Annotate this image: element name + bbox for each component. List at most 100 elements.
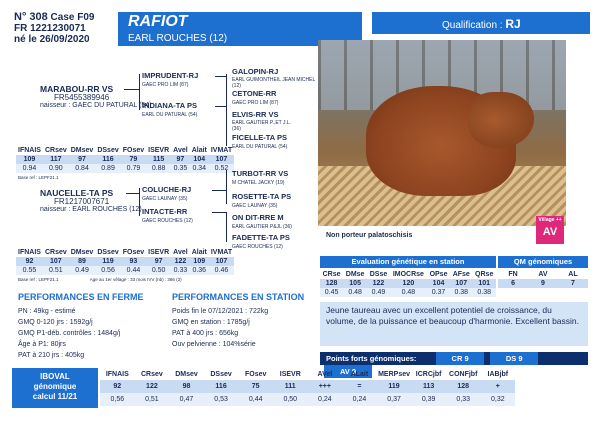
dam-index-value: 107	[42, 257, 69, 266]
iboval-value: 75	[238, 380, 273, 393]
dsd-block: ROSETTE-TA PS GAEC LAUNAY (35)	[232, 193, 291, 210]
qm-header: AL	[568, 271, 578, 278]
dam-name: NAUCELLE-TA PS	[40, 188, 114, 198]
sire-index-footnote: Base ref : LEPF21.1	[18, 175, 59, 180]
eval-header: CRse	[322, 271, 341, 278]
dam-index-footnote-base: Base ref : LEPF21.1	[18, 277, 59, 282]
pedigree-line	[124, 89, 140, 90]
iboval-value: 113	[411, 380, 446, 393]
dam-index-header: FOsev	[122, 249, 145, 256]
dam-index-header: Avel	[173, 249, 188, 256]
dam-index-value: 122	[171, 257, 190, 266]
eval-value: 104	[426, 279, 451, 288]
sire-index-cd: 0.34	[189, 164, 209, 173]
dds-sub1: EARL GAUTIER P&JL (36)	[232, 224, 292, 230]
calving-badge: Vêlage ++ AV	[536, 216, 564, 244]
dam-index-header: ISEVR	[148, 249, 170, 256]
ddd-name: FADETTE-TA PS	[232, 233, 290, 242]
iboval-value: +++	[307, 380, 343, 393]
iboval-cd: 0,24	[307, 393, 343, 406]
perf-ferme-list: PN : 49kg - estimé GMQ 0-120 jrs : 1592g…	[18, 306, 120, 361]
qm-value: 6	[498, 279, 529, 288]
dd-sub: GAEC ROUCHES (12)	[142, 218, 193, 224]
photo-caption: Non porteur palatoschisis	[326, 232, 413, 239]
sire-index-header: IFNAIS	[18, 147, 41, 154]
qualification-value: RJ	[505, 17, 521, 31]
dam-index-value: 119	[95, 257, 121, 266]
sire-index-header: DMsev	[70, 147, 94, 154]
sire-name: MARABOU-RR VS	[40, 84, 114, 94]
dam-index-header: DMsev	[70, 249, 94, 256]
dam-index-footnote: Base ref : LEPF21.1 Age au 1er vêlage : …	[18, 277, 182, 282]
dam-index-value: 109	[189, 257, 209, 266]
eval-value: 120	[389, 279, 427, 288]
dd-block: INTACTE-RR GAEC ROUCHES (12)	[142, 208, 193, 225]
iboval-cd: 0,56	[100, 393, 135, 406]
iboval-cd: 0,51	[134, 393, 170, 406]
calving-badge-value: AV	[542, 226, 558, 238]
dam-index-table: IFNAIS CRsev DMsev DSsev FOsev ISEVR Ave…	[16, 248, 235, 275]
eval-cd: 0.45	[320, 288, 344, 297]
eval-header: DSse	[369, 271, 388, 278]
iboval-value: 98	[169, 380, 204, 393]
eval-header: IMOCRse	[392, 271, 424, 278]
breeder-name: EARL ROUCHES (12)	[128, 33, 228, 44]
perf-station-list: Poids fin le 07/12/2021 : 722kg GMQ en s…	[172, 306, 268, 350]
qualification-label: Qualification :	[442, 20, 506, 31]
bull-photo	[318, 40, 566, 226]
dam-index-header: DSsev	[97, 249, 119, 256]
points-forts-label: Points forts génomiques:	[326, 354, 417, 363]
ss-sub: GAEC PRO LIM (87)	[142, 82, 189, 88]
qm-header: FN	[508, 271, 518, 278]
ddd-block: FADETTE-TA PS GAEC ROUCHES (12)	[232, 234, 290, 251]
dam-index-value: 93	[120, 257, 147, 266]
dam-index-cd: 0.44	[120, 266, 147, 275]
sire-index-header: Avel	[173, 147, 188, 154]
case-number: Case F09	[50, 12, 95, 23]
qm-title: QM génomiques	[498, 256, 588, 268]
pedigree-line	[126, 193, 140, 194]
perf-station-line: PAT à 400 jrs : 656kg	[172, 330, 239, 337]
dam-index-cd: 0.49	[68, 266, 96, 275]
eval-station-title: Evaluation génétique en station	[320, 256, 496, 268]
sire-index-value: 115	[146, 155, 172, 164]
ds-block: COLUCHE-RJ GAEC LAUNAY (35)	[142, 186, 191, 203]
dam-index-header: IVMAT	[210, 249, 233, 256]
eval-value: 122	[367, 279, 390, 288]
dam-index-cd: 0.46	[208, 266, 235, 275]
dam-index-footnote-age: Age au 1er vêlage : 33 mois IVV (nb) : 3…	[89, 277, 182, 282]
sire-index-cd: 0.79	[120, 164, 147, 173]
iboval-header: ALait	[350, 370, 369, 378]
eval-value: 128	[320, 279, 344, 288]
sd-block: INDIANA-TA PS EARL DU PATURAL (54)	[142, 102, 197, 119]
sire-index-header: IVMAT	[210, 147, 233, 154]
dss-sub1: M CHATEL JACKY (19)	[232, 180, 285, 186]
sss-name: GALOPIN-RJ	[232, 67, 279, 76]
dam-index-cd: 0.56	[95, 266, 121, 275]
sire-index-cd: 0.88	[146, 164, 172, 173]
sdd-block: FICELLE-TA PS EARL DU PATURAL (54)	[232, 134, 287, 151]
perf-ferme-title: PERFORMANCES EN FERME	[18, 292, 144, 302]
eval-cd: 0.48	[343, 288, 368, 297]
iboval-header: AVel	[317, 370, 333, 378]
dam-index-value: 92	[16, 257, 43, 266]
pedigree-line	[226, 74, 227, 118]
iboval-header: ISEVR	[279, 370, 301, 378]
dam-index-value: 97	[146, 257, 172, 266]
sire-index-cd: 0.94	[16, 164, 43, 173]
ss-name: IMPRUDENT-RJ	[142, 71, 199, 80]
sire-index-value: 109	[16, 155, 43, 164]
iboval-cd: 0,32	[480, 393, 516, 406]
iboval-table: IFNAIS CRsev DMsev DSsev FOsev ISEVR AVe…	[100, 368, 516, 406]
qm-value: 7	[557, 279, 588, 288]
perf-ferme-line: GMQ 0-120 jrs : 1592g/j	[18, 319, 93, 326]
sire-id: FR5455389946	[54, 93, 110, 102]
qm-header: AV	[538, 271, 548, 278]
dd-name: INTACTE-RR	[142, 207, 188, 216]
eval-cd: 0.37	[426, 288, 451, 297]
eval-header: QRse	[475, 271, 494, 278]
sire-index-value: 104	[189, 155, 209, 164]
animal-id-block: N° 308 Case F09 FR 1221230071 né le 26/0…	[14, 12, 95, 46]
sire-index-header: CRsev	[44, 147, 67, 154]
iboval-label: IBOVAL génomique calcul 11/21	[12, 368, 98, 408]
